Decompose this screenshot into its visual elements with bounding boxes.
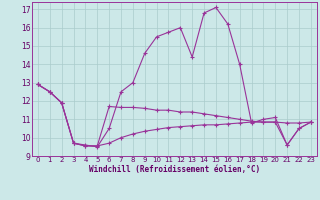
X-axis label: Windchill (Refroidissement éolien,°C): Windchill (Refroidissement éolien,°C) <box>89 165 260 174</box>
